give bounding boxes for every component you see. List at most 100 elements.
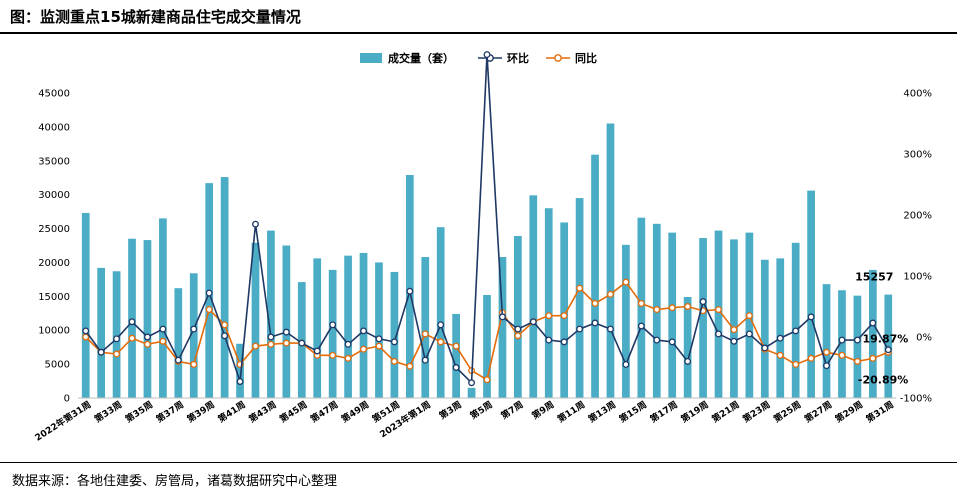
bar — [344, 255, 352, 398]
bar — [606, 123, 615, 398]
ring-point — [823, 362, 830, 370]
yoy-point — [282, 339, 290, 347]
legend-bar-label: 成交量（套） — [388, 51, 454, 65]
bar — [375, 262, 383, 398]
ring-point — [715, 330, 722, 338]
x-tick-label: 2023年第1周 — [377, 398, 432, 440]
bar — [668, 232, 677, 398]
yoy-point — [390, 357, 398, 365]
bar — [483, 294, 491, 398]
ring-point — [344, 340, 352, 348]
x-tick-label: 第27周 — [802, 398, 834, 425]
chart: 成交量（套） 环比 同比 0 5000 10000 15000 20000 25000 30… — [33, 51, 932, 444]
ring-point — [82, 327, 90, 335]
bar — [575, 198, 584, 398]
ring-point — [190, 325, 198, 333]
ring-point — [282, 328, 290, 336]
x-tick-label: 第9周 — [529, 398, 556, 421]
ring-point — [684, 357, 692, 365]
yoy-point — [838, 351, 846, 359]
bar — [622, 244, 630, 398]
yoy-point — [853, 357, 861, 365]
bar — [112, 271, 121, 398]
ring-point — [452, 364, 460, 371]
bar — [313, 258, 322, 398]
ring-point — [529, 318, 537, 326]
x-tick-label: 第11周 — [555, 398, 587, 425]
ring-point — [560, 338, 568, 346]
ring-point — [730, 337, 738, 345]
ring-point — [97, 348, 105, 356]
x-tick-label: 第49周 — [339, 398, 371, 425]
x-tick-label: 第47周 — [308, 398, 340, 425]
ring-point — [313, 347, 321, 355]
yoy-point — [730, 326, 738, 334]
left-tick-label: 15000 — [38, 292, 70, 303]
yoy-point — [591, 300, 599, 307]
ring-point — [545, 336, 553, 344]
ring-point — [761, 344, 769, 352]
bar — [853, 295, 862, 398]
left-axis-ticks: 0 5000 10000 15000 20000 25000 30000 35000 40000… — [38, 89, 70, 405]
bar — [714, 230, 723, 398]
bar — [174, 288, 183, 398]
right-tick-label: -100% — [900, 394, 932, 405]
yoy-point — [483, 376, 491, 384]
yoy-point — [205, 306, 213, 313]
yoy-point — [159, 337, 167, 345]
yoy-point — [576, 284, 584, 292]
yoy-point — [715, 306, 722, 313]
x-tick-label: 第31周 — [864, 398, 896, 425]
line-series — [82, 51, 892, 387]
right-tick-label: 100% — [903, 272, 932, 283]
yoy-point — [668, 304, 676, 312]
bar — [436, 227, 445, 398]
ring-point — [622, 361, 630, 368]
bar — [236, 343, 244, 398]
bar — [776, 258, 785, 398]
ring-point — [375, 335, 383, 343]
ring-point — [113, 335, 121, 343]
x-tick-label: 第33周 — [92, 398, 124, 425]
ring-point — [591, 319, 599, 327]
bar — [838, 290, 846, 398]
x-tick-label: 2022年第31周 — [33, 398, 94, 443]
left-tick-label: 5000 — [45, 360, 70, 371]
x-tick-label: 第29周 — [833, 398, 865, 425]
x-tick-label: 第3周 — [437, 398, 464, 421]
ring-point — [483, 51, 491, 59]
x-tick-label: 第39周 — [185, 398, 217, 425]
ring-point — [668, 338, 676, 346]
x-tick-label: 第19周 — [679, 398, 711, 425]
ring-point — [205, 289, 213, 297]
bar — [467, 387, 476, 398]
ring-point — [853, 336, 861, 344]
bar — [405, 175, 414, 398]
yoy-point — [869, 354, 877, 362]
ring-point — [576, 325, 584, 333]
x-tick-label: 第7周 — [499, 398, 526, 421]
bar — [97, 267, 106, 398]
ring-point — [221, 332, 229, 340]
ring-point — [298, 339, 306, 347]
bar — [868, 269, 877, 398]
yoy-point — [360, 345, 367, 353]
x-tick-label: 第25周 — [771, 398, 803, 425]
yoy-point — [514, 332, 522, 340]
x-tick-label: 第43周 — [246, 398, 278, 425]
bar — [452, 313, 460, 398]
ring-point — [390, 338, 398, 346]
bar — [760, 259, 769, 398]
bar — [328, 269, 337, 398]
last-ring-label: -20.89% — [858, 374, 908, 387]
right-tick-label: 200% — [903, 211, 932, 222]
yoy-point — [144, 340, 151, 348]
right-tick-label: 300% — [903, 150, 932, 161]
x-tick-label: 第45周 — [277, 398, 309, 425]
ring-point — [267, 333, 275, 341]
yoy-point — [267, 340, 275, 348]
bar — [514, 236, 522, 398]
legend-yoy-label: 同比 — [575, 51, 597, 65]
last-volume-label: 15257 — [855, 271, 893, 284]
yoy-point — [344, 354, 352, 362]
